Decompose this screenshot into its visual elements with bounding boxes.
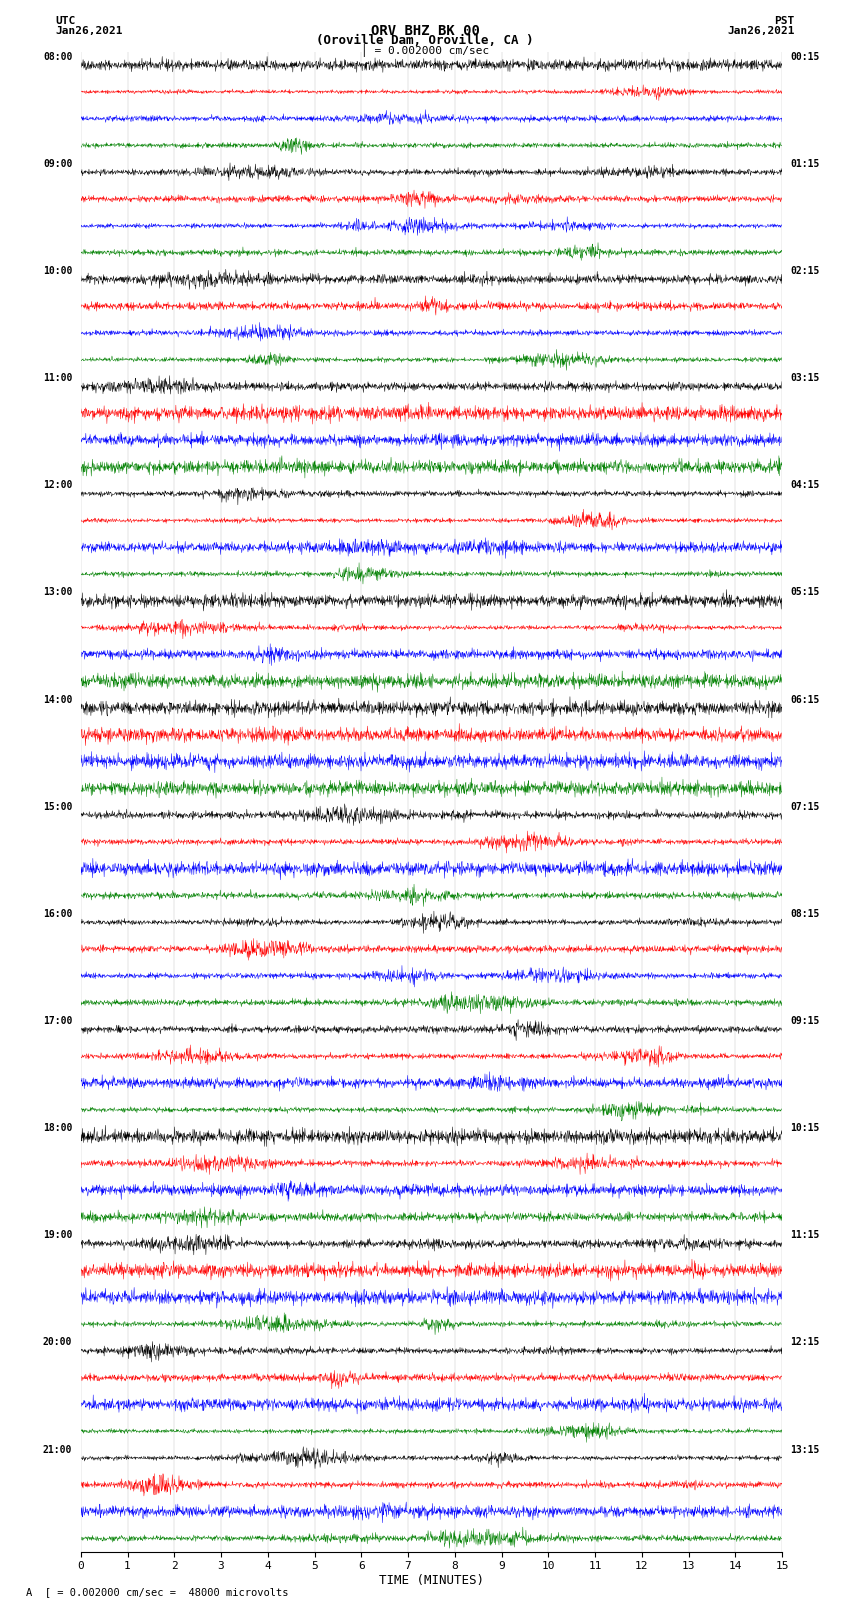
Text: 12:00: 12:00 [43, 481, 72, 490]
X-axis label: TIME (MINUTES): TIME (MINUTES) [379, 1574, 484, 1587]
Text: 06:15: 06:15 [790, 695, 819, 705]
Text: 01:15: 01:15 [790, 158, 819, 169]
Text: 18:00: 18:00 [43, 1123, 72, 1132]
Text: ORV BHZ BK 00: ORV BHZ BK 00 [371, 24, 479, 39]
Text: (Oroville Dam, Oroville, CA ): (Oroville Dam, Oroville, CA ) [316, 34, 534, 47]
Text: 11:00: 11:00 [43, 373, 72, 382]
Text: 09:15: 09:15 [790, 1016, 819, 1026]
Text: 09:00: 09:00 [43, 158, 72, 169]
Text: 14:00: 14:00 [43, 695, 72, 705]
Text: Jan26,2021: Jan26,2021 [728, 26, 795, 35]
Text: 04:15: 04:15 [790, 481, 819, 490]
Text: 10:00: 10:00 [43, 266, 72, 276]
Text: 20:00: 20:00 [43, 1337, 72, 1347]
Text: 13:15: 13:15 [790, 1445, 819, 1455]
Text: 08:15: 08:15 [790, 908, 819, 919]
Text: UTC: UTC [55, 16, 76, 26]
Text: 19:00: 19:00 [43, 1231, 72, 1240]
Text: 10:15: 10:15 [790, 1123, 819, 1132]
Text: A  [ = 0.002000 cm/sec =  48000 microvolts: A [ = 0.002000 cm/sec = 48000 microvolts [26, 1587, 288, 1597]
Text: 15:00: 15:00 [43, 802, 72, 811]
Text: 16:00: 16:00 [43, 908, 72, 919]
Text: 08:00: 08:00 [43, 52, 72, 61]
Text: 21:00: 21:00 [43, 1445, 72, 1455]
Text: │ = 0.002000 cm/sec: │ = 0.002000 cm/sec [361, 44, 489, 56]
Text: 13:00: 13:00 [43, 587, 72, 597]
Text: 12:15: 12:15 [790, 1337, 819, 1347]
Text: 11:15: 11:15 [790, 1231, 819, 1240]
Text: 07:15: 07:15 [790, 802, 819, 811]
Text: 17:00: 17:00 [43, 1016, 72, 1026]
Text: 00:15: 00:15 [790, 52, 819, 61]
Text: PST: PST [774, 16, 795, 26]
Text: 02:15: 02:15 [790, 266, 819, 276]
Text: 03:15: 03:15 [790, 373, 819, 382]
Text: Jan26,2021: Jan26,2021 [55, 26, 122, 35]
Text: 05:15: 05:15 [790, 587, 819, 597]
